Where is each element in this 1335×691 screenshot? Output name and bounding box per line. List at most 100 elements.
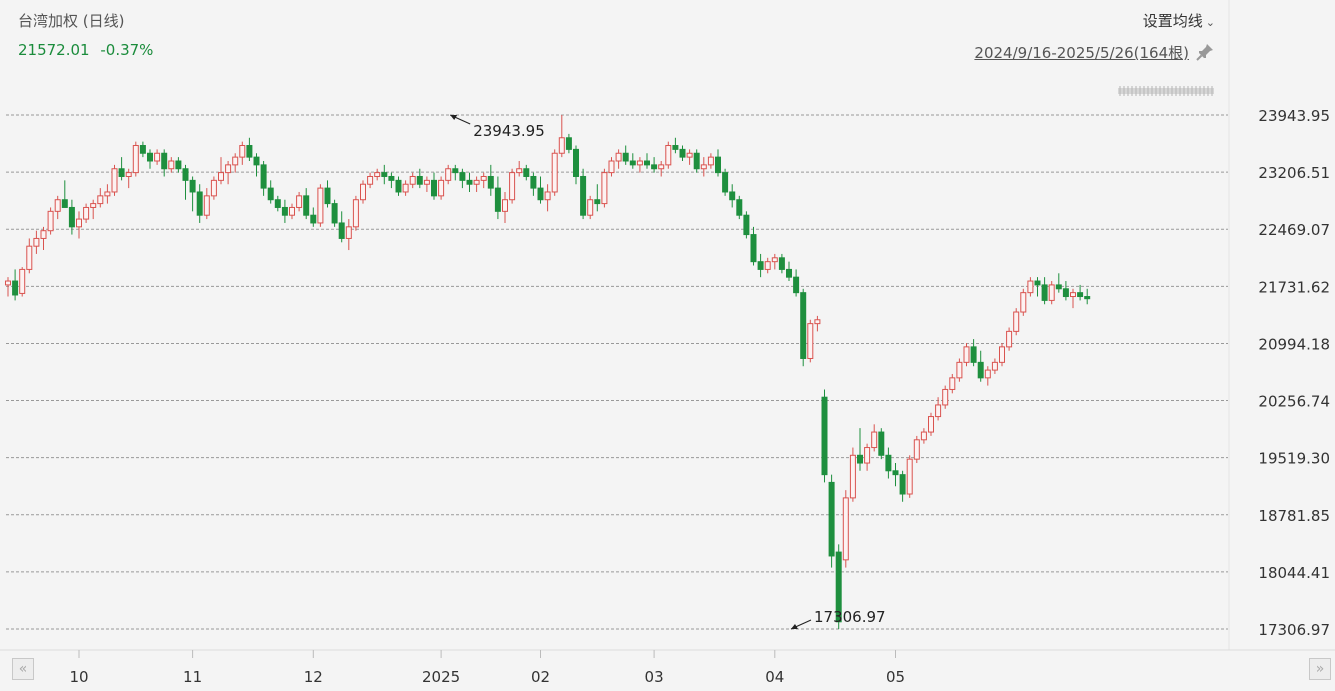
- candle-body: [97, 195, 104, 205]
- candle: [409, 172, 416, 189]
- candle-body: [864, 447, 871, 464]
- candle-body: [544, 191, 551, 201]
- candle: [416, 168, 423, 189]
- candle: [47, 207, 54, 235]
- x-tick-label: 02: [531, 668, 550, 686]
- candle-body: [303, 195, 310, 216]
- candle-body: [658, 164, 665, 170]
- candle-body: [722, 172, 729, 193]
- y-tick-label: 23206.51: [1258, 164, 1330, 182]
- candle-body: [814, 319, 821, 325]
- candle-body: [331, 203, 338, 224]
- candle-body: [778, 257, 785, 270]
- pin-icon[interactable]: [1195, 42, 1215, 62]
- candle-body: [381, 172, 388, 177]
- candle: [935, 397, 942, 421]
- candle-body: [913, 439, 920, 460]
- candle: [601, 168, 608, 208]
- candle-body: [33, 237, 40, 247]
- candle-body: [551, 152, 558, 193]
- candle: [83, 203, 90, 223]
- candle: [168, 157, 175, 173]
- candle: [1006, 327, 1013, 351]
- candle: [402, 180, 409, 196]
- candle-body: [345, 226, 352, 239]
- candle-body: [608, 160, 615, 174]
- price-row: 21572.01 -0.37%: [18, 41, 153, 59]
- candle-body: [729, 191, 736, 201]
- candle-body: [999, 346, 1005, 363]
- high-annotation: 23943.95: [449, 114, 545, 140]
- candle-body: [40, 230, 47, 239]
- candle-body: [984, 369, 991, 379]
- candle-body: [949, 377, 956, 390]
- candle: [466, 172, 473, 192]
- candle: [835, 544, 842, 629]
- candle-body: [338, 222, 345, 239]
- candle: [1084, 288, 1091, 305]
- date-range-link[interactable]: 2024/9/16-2025/5/26(164根): [974, 44, 1189, 62]
- candle-body: [615, 152, 622, 162]
- candle-body: [1084, 296, 1091, 300]
- candle: [530, 172, 537, 196]
- candle-body: [310, 214, 317, 224]
- candle-body: [1041, 284, 1048, 301]
- candle: [68, 199, 75, 235]
- ma-setting-dropdown[interactable]: 设置均线 ⌄: [1143, 10, 1215, 31]
- candle-body: [899, 474, 906, 495]
- candle-body: [857, 454, 863, 464]
- candle: [97, 188, 104, 208]
- candle: [1062, 281, 1069, 301]
- candle: [1077, 284, 1084, 301]
- candle-body: [1055, 284, 1062, 290]
- candle-body: [1027, 280, 1034, 294]
- candle: [90, 199, 97, 220]
- candle-body: [580, 175, 587, 216]
- candle: [942, 385, 949, 409]
- candle-body: [324, 187, 331, 205]
- candle: [26, 238, 33, 274]
- scroll-grip-handle[interactable]: [1118, 86, 1214, 96]
- y-tick-label: 19519.30: [1258, 450, 1330, 468]
- double-chevron-left-icon[interactable]: «: [12, 658, 34, 680]
- y-tick-label: 20994.18: [1258, 335, 1330, 353]
- candle: [225, 160, 232, 185]
- candle: [672, 137, 679, 154]
- candle-body: [225, 164, 232, 174]
- candle-body: [573, 148, 579, 177]
- candle: [693, 149, 700, 173]
- candle: [324, 180, 331, 208]
- candle: [331, 199, 338, 227]
- candle-body: [260, 164, 267, 189]
- candle-body: [175, 160, 182, 170]
- candle: [189, 176, 196, 212]
- candle-body: [849, 454, 856, 499]
- candle: [537, 176, 544, 204]
- candle-body: [416, 175, 423, 185]
- double-chevron-right-icon[interactable]: »: [1309, 658, 1331, 680]
- candle-body: [920, 431, 927, 441]
- candle: [679, 145, 686, 161]
- candle-body: [111, 168, 118, 193]
- candle: [878, 428, 885, 460]
- candle-body: [651, 164, 658, 170]
- candle-body: [835, 551, 842, 623]
- candle: [757, 253, 764, 278]
- y-tick-label: 21731.62: [1258, 278, 1330, 296]
- x-tick-label: 11: [183, 668, 202, 686]
- candle-body: [558, 137, 565, 154]
- candle: [203, 188, 210, 220]
- candle: [76, 211, 82, 239]
- candle-body: [83, 206, 90, 220]
- candle-body: [601, 172, 608, 205]
- candle-body: [274, 199, 281, 208]
- candle: [977, 350, 984, 382]
- candle-body: [800, 292, 807, 359]
- candle: [459, 168, 466, 189]
- candle-body: [956, 361, 963, 379]
- candle: [949, 373, 956, 394]
- candle-body: [480, 175, 487, 181]
- candle-body: [182, 168, 189, 181]
- ma-setting-label: 设置均线: [1142, 12, 1203, 30]
